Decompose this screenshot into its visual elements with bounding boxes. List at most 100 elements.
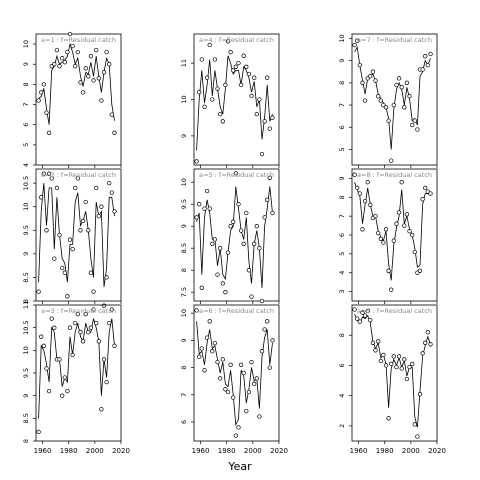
observed-point: [402, 105, 407, 110]
observed-point: [241, 53, 246, 58]
observed-point: [54, 185, 60, 191]
observed-point: [49, 316, 54, 321]
observed-point: [360, 310, 365, 315]
observed-point: [362, 98, 368, 103]
observed-point: [223, 290, 228, 295]
observed-point: [231, 395, 236, 400]
observed-point: [36, 289, 41, 294]
observed-point: [65, 388, 70, 394]
observed-point: [199, 346, 204, 351]
fitted-line: [354, 313, 431, 428]
observed-point: [270, 115, 275, 120]
observed-point: [107, 320, 112, 326]
y-tick-label: 10: [22, 40, 30, 48]
panel-5: a=5 : f=Residual catch 7.5 8 8.5 9 9.5 10: [180, 168, 280, 304]
observed-point: [49, 176, 54, 181]
observed-point: [202, 104, 207, 109]
observed-point: [197, 354, 202, 359]
y-tick-label: 7.5: [180, 287, 188, 297]
observed-point: [91, 307, 96, 312]
y-tick-label: 10.5: [22, 176, 30, 190]
observed-point: [391, 102, 396, 108]
panel-label: a=6 : f=Residual catch: [199, 307, 274, 315]
observed-point: [396, 210, 402, 215]
observed-point: [236, 202, 241, 207]
observed-point: [394, 82, 399, 88]
y-tick-label: 6: [22, 123, 30, 127]
observed-point: [420, 67, 425, 72]
observed-point: [249, 359, 254, 365]
observed-point: [112, 130, 117, 135]
observed-point: [368, 317, 373, 323]
panel-frame: [351, 304, 438, 442]
observed-point: [244, 210, 249, 216]
observed-point: [360, 80, 365, 85]
observed-point: [225, 250, 231, 255]
observed-point: [104, 379, 109, 385]
observed-point: [262, 215, 267, 220]
observed-point: [80, 218, 86, 224]
observed-point: [215, 272, 220, 277]
y-tick-label: 10: [22, 346, 30, 354]
observed-point: [238, 362, 244, 367]
observed-point: [259, 151, 265, 157]
observed-point: [210, 241, 215, 246]
x-tick-label: 1980: [218, 447, 236, 455]
y-tick-label: 6: [338, 233, 346, 237]
fitted-line: [38, 183, 115, 287]
observed-point: [249, 93, 254, 99]
observed-point: [39, 90, 44, 95]
observed-point: [381, 240, 386, 245]
observed-point: [357, 191, 362, 196]
observed-point: [246, 71, 252, 77]
observed-point: [378, 236, 383, 241]
observed-point: [88, 325, 94, 330]
observed-point: [112, 209, 117, 214]
y-tick-label: 9: [22, 62, 30, 66]
observed-point: [204, 188, 210, 194]
observed-point: [96, 76, 101, 81]
observed-point: [399, 180, 404, 185]
observed-point: [75, 49, 80, 55]
observed-point: [352, 172, 357, 177]
observed-point: [44, 366, 49, 371]
panel-7: a=7 : f=Residual catch 5 6 7 8 9 10: [338, 33, 438, 168]
x-tick-label: 2000: [86, 447, 104, 455]
observed-point: [199, 57, 204, 62]
observed-point: [236, 60, 241, 66]
x-tick-label: 2020: [428, 447, 446, 455]
y-tick-label: 8: [22, 299, 30, 303]
observed-point: [54, 47, 60, 53]
y-tick-label: 9: [180, 338, 188, 342]
y-tick-label: 8: [338, 333, 346, 337]
y-tick-label: 4: [22, 163, 30, 167]
observed-point: [386, 118, 391, 123]
fitted-line: [196, 321, 273, 427]
observed-point: [94, 47, 99, 53]
observed-point: [99, 98, 104, 103]
observed-point: [86, 330, 91, 335]
panel-frame: [35, 33, 122, 166]
observed-point: [420, 197, 425, 202]
observed-point: [357, 319, 362, 324]
y-tick-label: 9: [180, 134, 188, 138]
observed-point: [41, 343, 46, 348]
observed-point: [109, 190, 114, 195]
observed-point: [210, 97, 215, 102]
y-tick-label: 6: [338, 125, 346, 129]
observed-point: [67, 31, 73, 37]
observed-point: [46, 388, 52, 394]
observed-point: [389, 287, 394, 292]
observed-point: [194, 308, 199, 313]
observed-point: [423, 185, 428, 191]
y-tick-label: 5: [338, 147, 346, 151]
observed-point: [225, 39, 231, 44]
panel-2: a=2 : f=Residual catch 8 8.5 9 9.5 10 10.5: [22, 168, 122, 308]
observed-point: [80, 339, 86, 344]
y-tick-label: 9: [22, 394, 30, 398]
observed-point: [231, 219, 236, 224]
observed-point: [396, 354, 402, 359]
observed-point: [65, 294, 70, 299]
observed-point: [220, 119, 225, 124]
observed-point: [233, 171, 238, 176]
